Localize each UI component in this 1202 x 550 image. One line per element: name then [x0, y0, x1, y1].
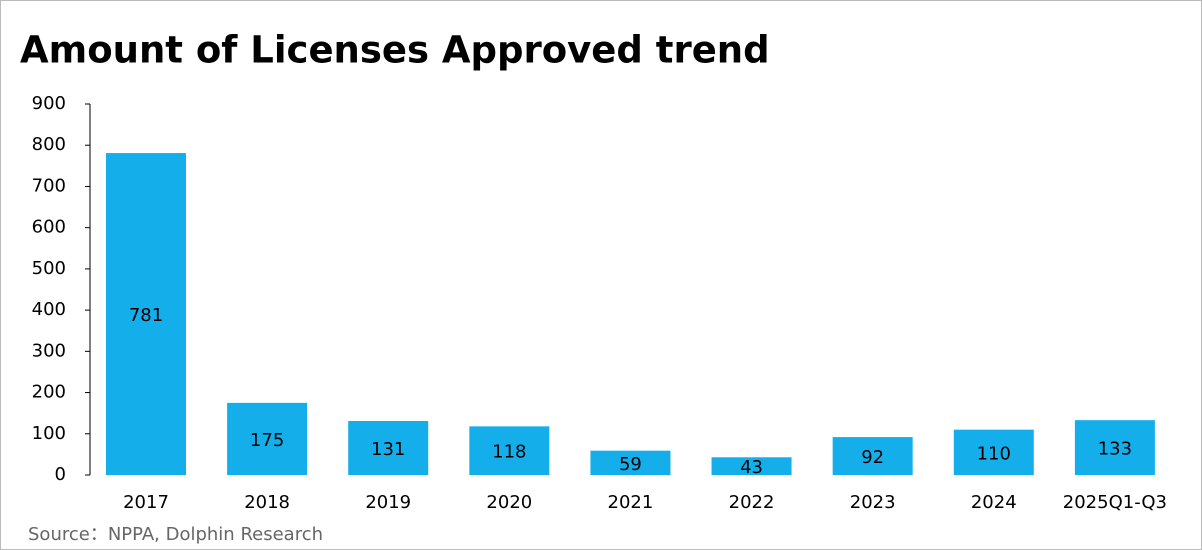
data-label: 118 [492, 442, 526, 463]
x-tick-label: 2023 [850, 492, 896, 513]
y-tick-label: 0 [55, 464, 66, 485]
bar [953, 429, 1034, 475]
bar [469, 426, 550, 475]
y-tick-label: 900 [32, 93, 66, 114]
data-label: 110 [977, 443, 1011, 464]
y-tick-label: 700 [32, 175, 66, 196]
x-tick-label: 2019 [365, 492, 411, 513]
source: Source：NPPA, Dolphin Research [28, 524, 323, 545]
data-label: 781 [129, 305, 163, 326]
y-tick-label: 400 [32, 299, 66, 320]
data-label: 131 [371, 439, 405, 460]
bar [711, 457, 792, 475]
data-label: 133 [1098, 439, 1132, 460]
data-label: 59 [619, 454, 642, 475]
bar [1074, 420, 1155, 475]
x-tick-label: 2021 [608, 492, 654, 513]
x-tick-label: 2018 [244, 492, 290, 513]
x-tick-label: 2025Q1-Q3 [1063, 492, 1167, 513]
x-tick-label: 2024 [971, 492, 1017, 513]
bar [590, 450, 671, 475]
data-label: 92 [861, 447, 884, 468]
bar [106, 153, 186, 475]
chart-title: Amount of Licenses Approved trend [20, 29, 770, 72]
y-tick-label: 200 [32, 382, 66, 403]
y-tick-label: 600 [32, 217, 66, 238]
data-label: 43 [740, 457, 763, 478]
y-tick-label: 100 [32, 423, 66, 444]
bar [227, 402, 308, 475]
bar [348, 420, 429, 475]
x-tick-label: 2017 [123, 492, 169, 513]
y-tick-label: 300 [32, 340, 66, 361]
y-tick-label: 800 [32, 134, 66, 155]
x-tick-label: 2020 [486, 492, 532, 513]
y-tick-label: 500 [32, 258, 66, 279]
data-label: 175 [250, 430, 284, 451]
x-tick-label: 2022 [729, 492, 775, 513]
bar [832, 437, 913, 475]
